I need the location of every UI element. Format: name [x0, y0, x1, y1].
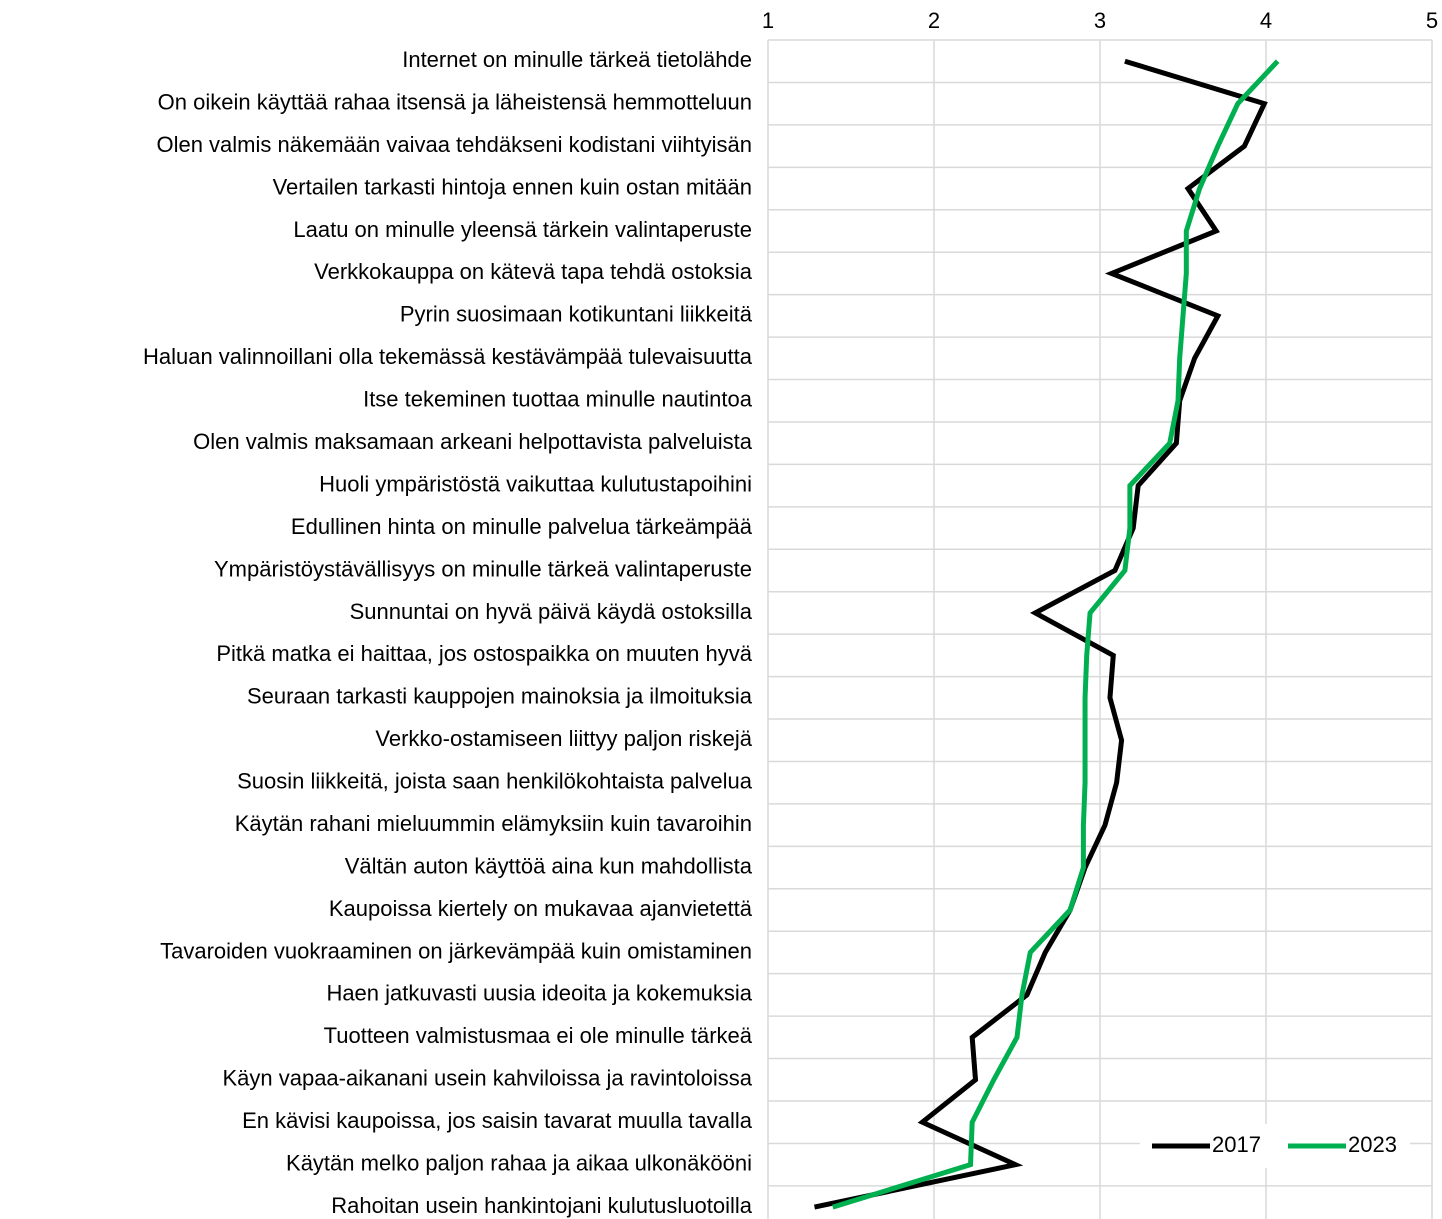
y-tick-label: Verkkokauppa on kätevä tapa tehdä ostoks…: [314, 259, 753, 284]
y-tick-label: Pitkä matka ei haittaa, jos ostospaikka …: [216, 641, 752, 666]
legend-label: 2023: [1348, 1132, 1397, 1157]
y-tick-label: On oikein käyttää rahaa itsensä ja lähei…: [158, 89, 752, 114]
y-tick-label: En kävisi kaupoissa, jos saisin tavarat …: [242, 1108, 753, 1133]
x-tick-label: 2: [928, 8, 940, 33]
y-tick-label: Haen jatkuvasti uusia ideoita ja kokemuk…: [326, 981, 752, 1006]
x-tick-label: 3: [1094, 8, 1106, 33]
y-tick-label: Kaupoissa kiertely on mukavaa ajanvietet…: [329, 896, 753, 921]
y-tick-label: Olen valmis maksamaan arkeani helpottavi…: [193, 429, 753, 454]
y-tick-label: Tavaroiden vuokraaminen on järkevämpää k…: [160, 938, 752, 963]
y-tick-label: Tuotteen valmistusmaa ei ole minulle tär…: [324, 1023, 753, 1048]
y-tick-label: Edullinen hinta on minulle palvelua tärk…: [291, 514, 753, 539]
y-tick-label: Rahoitan usein hankintojani kulutusluoto…: [331, 1193, 752, 1218]
y-tick-label: Ympäristöystävällisyys on minulle tärkeä…: [214, 556, 752, 581]
x-tick-label: 5: [1426, 8, 1438, 33]
y-tick-label: Vältän auton käyttöä aina kun mahdollist…: [345, 853, 753, 878]
y-tick-label: Verkko-ostamiseen liittyy paljon riskejä: [375, 726, 752, 751]
y-tick-label: Vertailen tarkasti hintoja ennen kuin os…: [273, 174, 752, 199]
x-tick-label: 1: [762, 8, 774, 33]
x-tick-label: 4: [1260, 8, 1272, 33]
y-tick-label: Käytän melko paljon rahaa ja aikaa ulkon…: [286, 1150, 752, 1175]
y-tick-label: Käytän rahani mieluummin elämyksiin kuin…: [235, 811, 752, 836]
series-line: [813, 58, 1268, 1210]
y-tick-label: Pyrin suosimaan kotikuntani liikkeitä: [400, 302, 753, 327]
y-tick-label: Huoli ympäristöstä vaikuttaa kulutustapo…: [319, 471, 752, 496]
y-tick-label: Olen valmis näkemään vaivaa tehdäkseni k…: [156, 132, 752, 157]
y-tick-label: Sunnuntai on hyvä päivä käydä ostoksilla: [350, 599, 753, 624]
legend: 2017 2023: [1140, 1124, 1410, 1168]
y-tick-label: Laatu on minulle yleensä tärkein valinta…: [293, 217, 752, 242]
series-line: [832, 59, 1280, 1210]
y-tick-label: Itse tekeminen tuottaa minulle nautintoa: [363, 387, 753, 412]
y-tick-label: Haluan valinnoillani olla tekemässä kest…: [143, 344, 753, 369]
legend-label: 2017: [1212, 1132, 1261, 1157]
y-tick-label: Seuraan tarkasti kauppojen mainoksia ja …: [247, 684, 753, 709]
y-tick-label: Internet on minulle tärkeä tietolähde: [402, 47, 752, 72]
y-tick-label: Käyn vapaa-aikanani usein kahviloissa ja…: [222, 1066, 752, 1091]
y-tick-label: Suosin liikkeitä, joista saan henkilökoh…: [237, 769, 753, 794]
